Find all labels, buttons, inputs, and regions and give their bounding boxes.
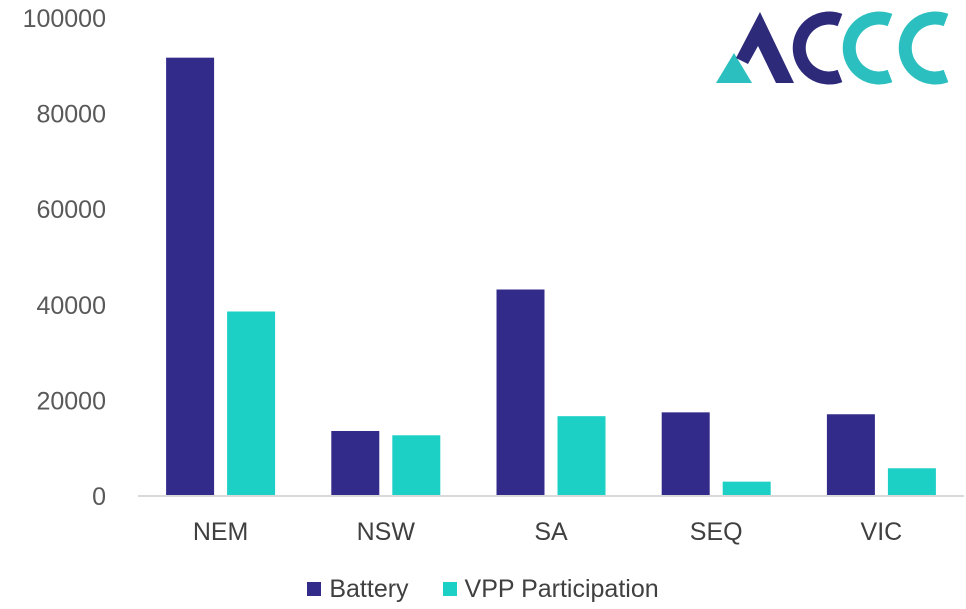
bar-battery-nem [166, 57, 215, 496]
bar-vpp-nem [227, 311, 276, 496]
legend-swatch-battery [307, 582, 322, 596]
bar-battery-seq [661, 412, 710, 496]
y-tick-label: 40000 [36, 292, 106, 320]
x-category-label: NEM [193, 518, 249, 546]
bar-vpp-seq [722, 481, 771, 496]
y-tick-label: 20000 [36, 387, 106, 415]
bar-vpp-nsw [392, 435, 441, 496]
y-tick-label: 100000 [23, 5, 106, 33]
bars [166, 57, 936, 496]
bar-vpp-sa [557, 416, 606, 496]
legend-item-battery: Battery [307, 574, 409, 604]
bar-vpp-vic [887, 468, 936, 496]
y-tick-label: 60000 [36, 196, 106, 224]
legend-label-vpp: VPP Participation [464, 574, 659, 603]
legend-item-vpp: VPP Participation [442, 574, 659, 604]
legend-label-battery: Battery [329, 574, 409, 603]
bar-battery-vic [826, 414, 875, 496]
bar-chart: 0 20000 40000 60000 80000 100000 NEM NSW SA SEQ V… [23, 5, 964, 546]
accc-logo-mark [716, 11, 949, 85]
legend-swatch-vpp [442, 582, 457, 596]
legend: Battery VPP Participation [0, 572, 966, 606]
bar-battery-nsw [331, 430, 380, 496]
accc-logo [712, 6, 960, 91]
bar-battery-sa [496, 289, 545, 496]
x-category-label: SEQ [690, 518, 743, 546]
y-tick-label: 80000 [36, 101, 106, 129]
y-tick-label: 0 [92, 483, 106, 511]
x-category-label: VIC [861, 518, 903, 546]
y-axis-ticks: 0 20000 40000 60000 80000 100000 [23, 5, 106, 511]
x-category-label: NSW [357, 518, 416, 546]
x-category-label: SA [534, 518, 568, 546]
x-axis-labels: NEM NSW SA SEQ VIC [193, 518, 902, 546]
